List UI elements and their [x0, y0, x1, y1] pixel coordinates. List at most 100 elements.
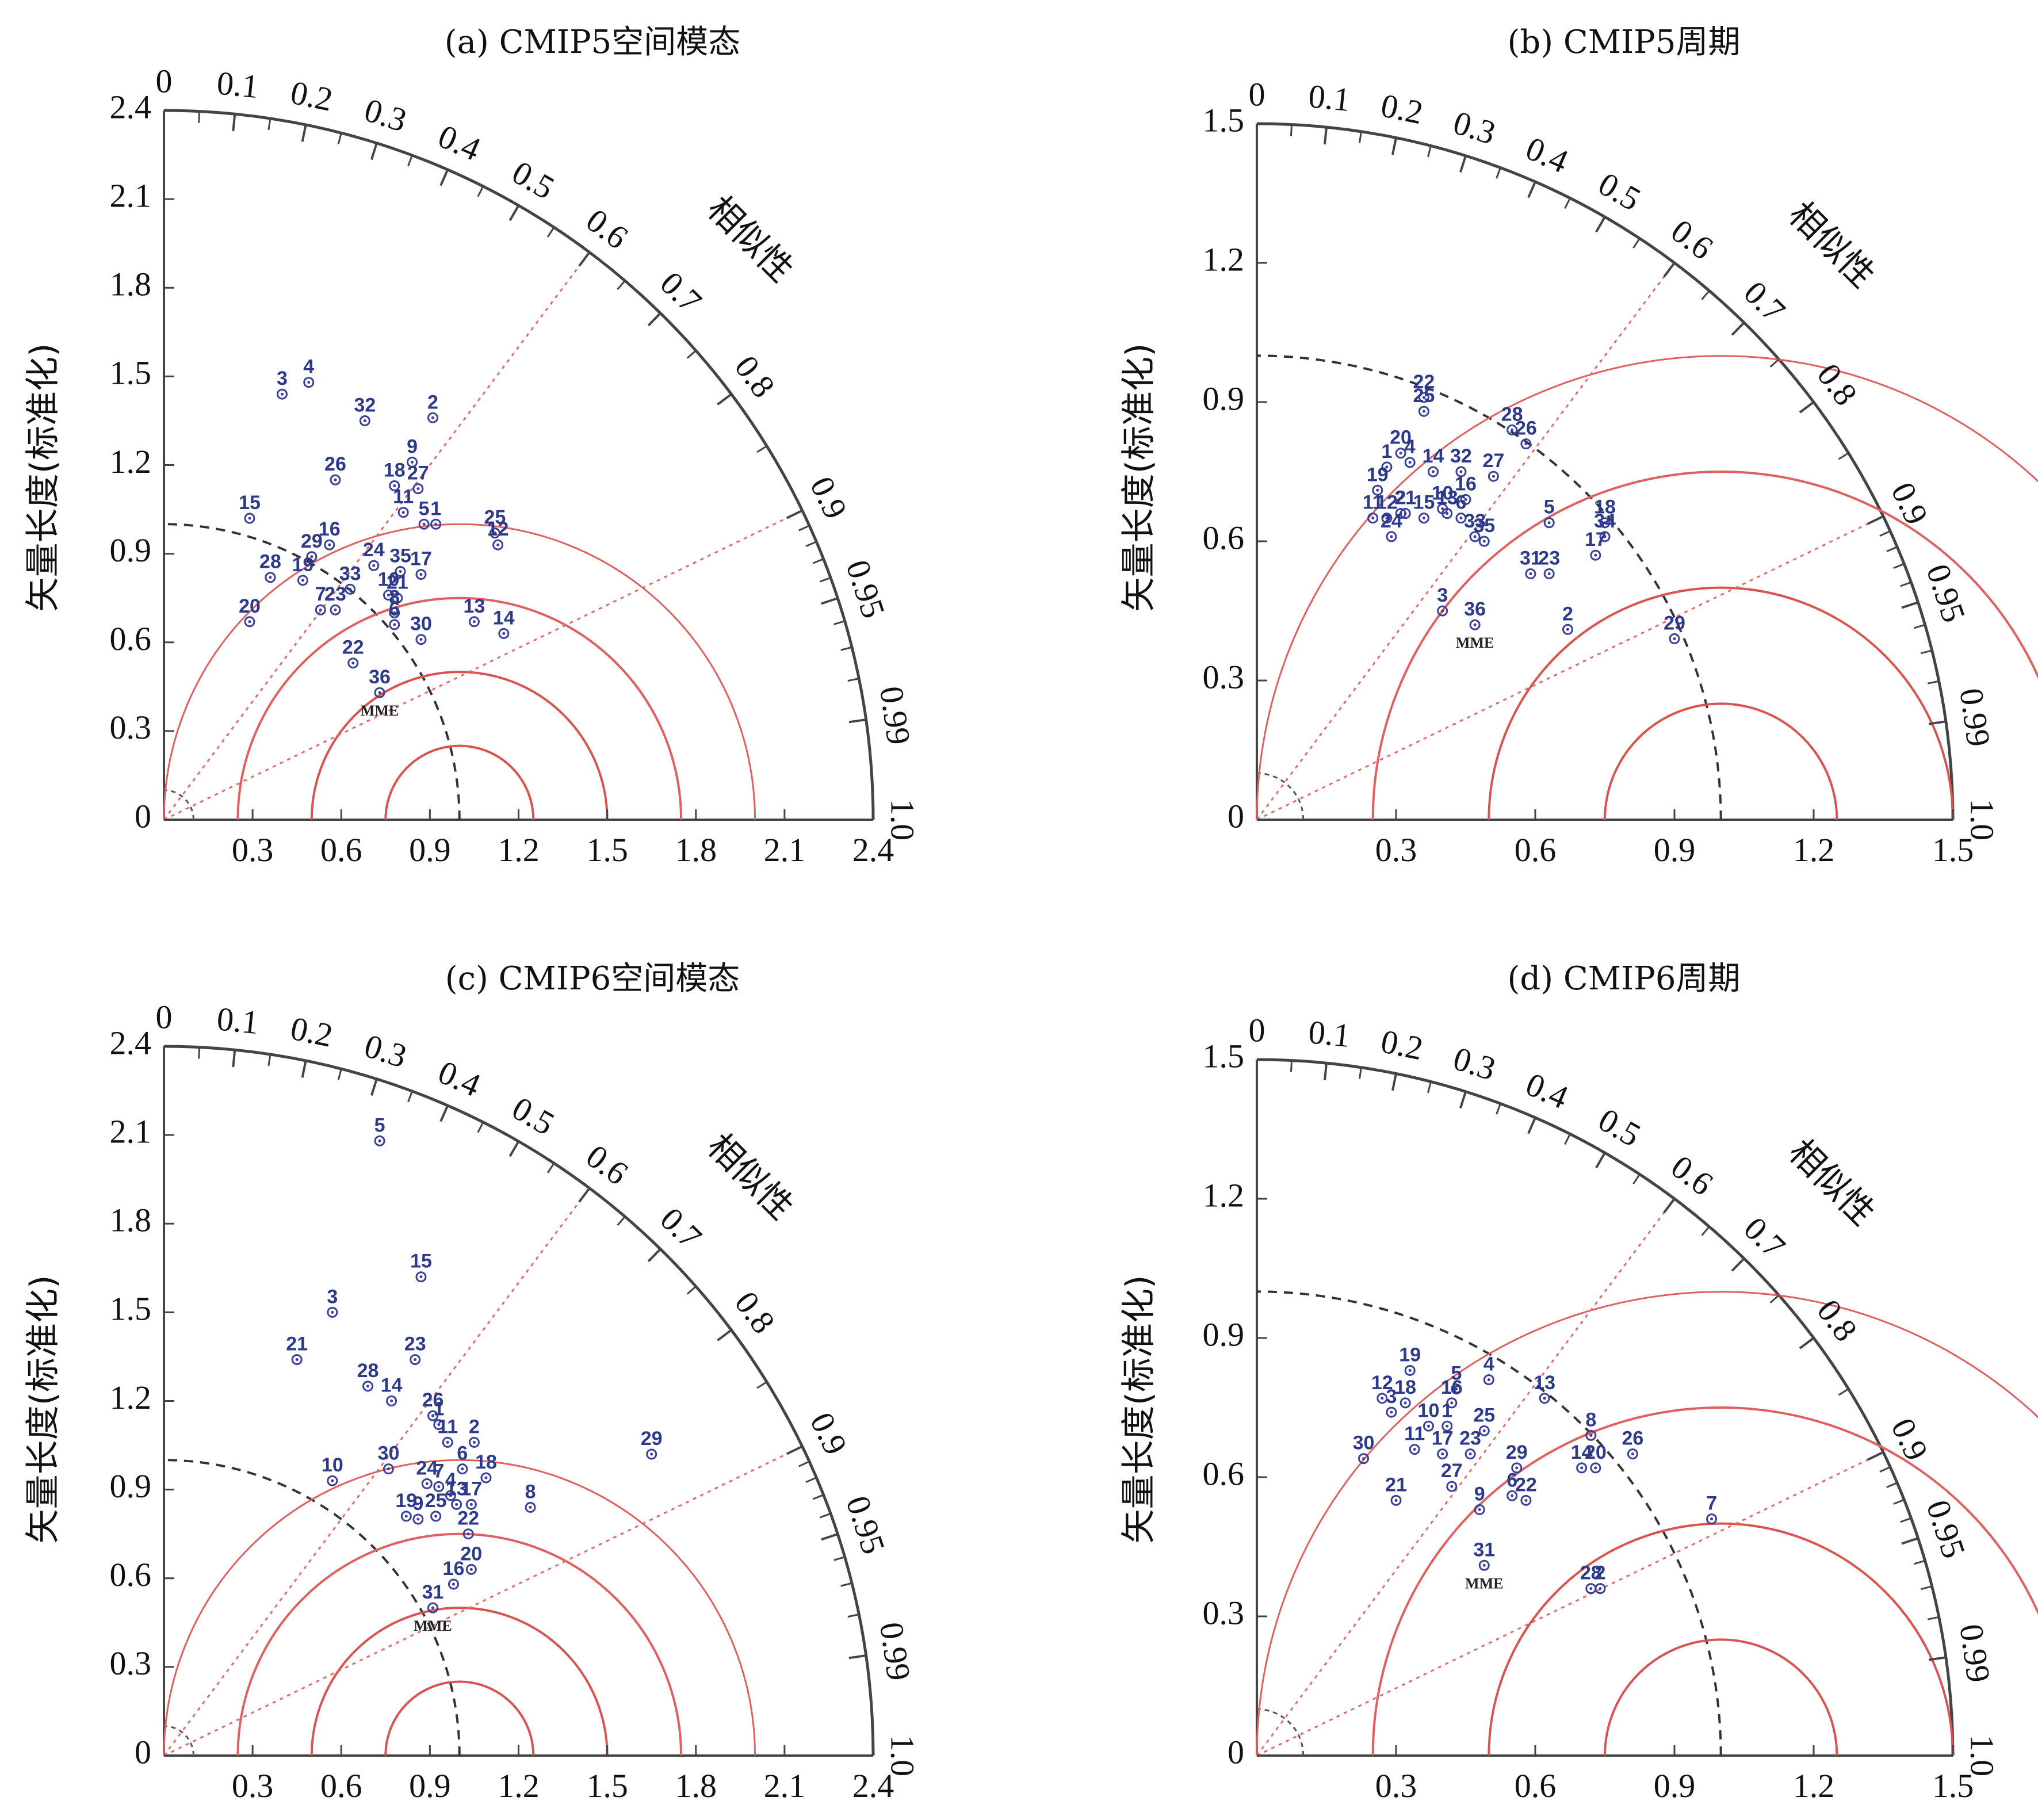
panel-a-corr-tick [805, 541, 817, 547]
panel-c-corr-major-tick [647, 1248, 662, 1263]
panel-c-corr-tick-label: 1.0 [884, 1735, 922, 1777]
panel-c-model-point [410, 1354, 421, 1366]
panel-a-corr-tick-label: 1.0 [884, 799, 922, 841]
panel-d-model-point [1441, 1420, 1453, 1432]
panel-a-corr-major-tick [821, 597, 838, 605]
panel-a-corr-tick-label: 0.6 [579, 201, 635, 257]
panel-a-model-point [315, 604, 326, 615]
panel-a-corr-tick [840, 646, 852, 651]
panel-d-corr-major-tick [1459, 1091, 1467, 1108]
panel-c-y-tick-label: 0.3 [110, 1645, 152, 1682]
panel-d-model-label: 9 [1474, 1483, 1485, 1505]
panel-c-x-tick-label: 1.5 [586, 1767, 628, 1804]
panel-b-x-tick-label: 0.3 [1375, 831, 1417, 869]
panel-d-model-point [1376, 1393, 1388, 1404]
panel-d-model-label: 12 [1371, 1372, 1393, 1394]
panel-c-corr-line [163, 1187, 591, 1756]
panel-b-model-point [1669, 633, 1680, 644]
panel-d-model-point [1706, 1513, 1718, 1525]
panel-b-model-point-center [1673, 637, 1676, 640]
panel-b-corr-tick-label: 0.95 [1919, 560, 1972, 627]
panel-b-model-point-center [1371, 517, 1375, 520]
panel-b-model-point-center [1441, 507, 1444, 511]
panel-c-model-point [421, 1478, 433, 1489]
panel-d-model-point-center [1441, 1452, 1444, 1456]
panel-b-model-point [1506, 424, 1518, 435]
panel-c-corr-tick [477, 1122, 484, 1133]
panel-c-correlation-label: 相似性 [699, 1126, 801, 1228]
panel-c-model-point-center [404, 1515, 408, 1518]
panel-b-model-point-center [1464, 498, 1467, 501]
panel-d-x-tick-label: 0.6 [1515, 1767, 1557, 1804]
panel-d-origin-arc [1256, 1708, 1305, 1756]
panel-b-model-point [1469, 619, 1481, 630]
panel-c-model-point-center [425, 1482, 429, 1485]
panel-b-y-tick-label: 0.3 [1203, 658, 1245, 695]
panel-c-model-point-center [416, 1517, 420, 1521]
panel-b-model-point-center [1603, 521, 1607, 525]
panel-c-model-point [465, 1563, 477, 1575]
panel-c-model-label: 15 [410, 1251, 432, 1272]
panel-d-model-label: 6 [1506, 1469, 1517, 1491]
panel-d-model-label: 26 [1622, 1428, 1643, 1450]
panel-d-model-point-center [1390, 1410, 1393, 1414]
panel-b-model-point-center [1492, 475, 1495, 478]
panel-b-model-label: 14 [1423, 445, 1444, 467]
panel-b-model-label: 4 [1405, 436, 1416, 458]
panel-c-corr-tick [198, 1047, 201, 1059]
panel-a-model-point-center [269, 576, 272, 579]
panel-d-outer-arc [1256, 1058, 1955, 1756]
panel-b-model-label: 36 [1464, 598, 1486, 620]
panel-a-model-point-center [493, 532, 496, 535]
panel-a-model-point-center [310, 555, 313, 559]
panel-d-model-label: 19 [1399, 1344, 1421, 1366]
panel-a-model-point [368, 560, 380, 571]
panel-c-corr-tick-label: 0.8 [728, 1284, 783, 1340]
panel-a-model-label: 4 [303, 356, 314, 378]
panel-d-model-label: 27 [1441, 1460, 1463, 1482]
panel-a-corr-tick [198, 111, 201, 123]
panel-d-model-point [1511, 1462, 1523, 1474]
panel-c-corr-major-tick [301, 1060, 307, 1078]
panel-b-model-point-center [1390, 535, 1393, 538]
panel-d-corr-tick-label: 0.5 [1592, 1101, 1647, 1154]
panel-a-model-point-center [422, 522, 426, 526]
panel-d-model-label: 23 [1459, 1428, 1481, 1450]
panel-c-origin-arc [163, 1725, 194, 1756]
panel-b-model-label: 16 [1455, 473, 1477, 495]
panel-b-model-point [1590, 549, 1601, 561]
panel-d-model-label: 25 [1473, 1404, 1495, 1426]
panel-a-corr-tick-label: 0.5 [506, 154, 560, 207]
panel-a-model-label: 5 [419, 498, 430, 519]
panel-d-corr-major-tick [1324, 1062, 1328, 1081]
panel-a-corr-tick [267, 118, 272, 130]
panel-d-y-axis-label: 矢量长度(标准化) [1119, 1275, 1159, 1544]
panel-c-corr-tick [267, 1054, 272, 1066]
panel-a-model-point-center [393, 623, 396, 626]
panel-c-y-tick-label: 0.9 [110, 1467, 152, 1505]
panel-d-model-point-center [1381, 1397, 1384, 1400]
panel-b-model-point-center [1529, 572, 1532, 575]
panel-b-x-tick-label: 1.5 [1932, 831, 1974, 869]
panel-b-corr-tick-label: 0.8 [1810, 357, 1865, 412]
panel-a-model-point [415, 634, 427, 645]
panel-d-model-point-center [1599, 1587, 1602, 1590]
panel-a-corr-tick [812, 558, 824, 564]
panel-c-y-tick-label: 0.6 [110, 1556, 152, 1593]
panel-a-corr-tick [686, 350, 697, 359]
panel-d-corr-tick-label: 0.3 [1449, 1039, 1500, 1088]
panel-d-model-point [1478, 1559, 1490, 1571]
panel-a-x-tick-label: 1.5 [586, 831, 628, 869]
panel-b-model-point-center [1376, 488, 1379, 492]
panel-a-model-point-center [396, 597, 399, 600]
panel-b-model-point [1460, 494, 1471, 505]
panel-c-model-label: 18 [475, 1451, 497, 1473]
panel-b-x-tick-label: 1.2 [1793, 831, 1835, 869]
panel-b-model-point-center [1473, 623, 1477, 626]
panel-a-model-point-center [393, 611, 396, 614]
panel-a-model-point-center [281, 392, 284, 396]
panel-c-model-label: 19 [395, 1490, 417, 1512]
panel-a-y-tick-label: 0.3 [110, 709, 152, 746]
panel-b-model-label: 32 [1450, 445, 1472, 467]
